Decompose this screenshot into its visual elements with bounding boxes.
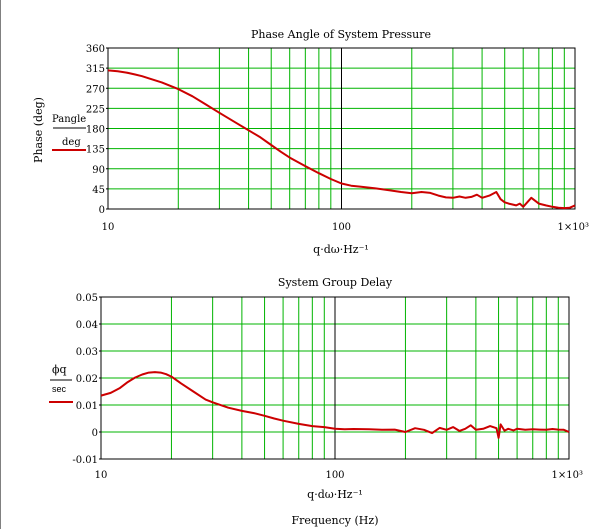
chart1-x-tick-label: 100 — [332, 222, 351, 233]
chart2-title: System Group Delay — [278, 276, 393, 289]
chart2-x-tick-label: 10 — [95, 470, 108, 481]
chart1-y-tick-label: 45 — [92, 185, 105, 196]
chart2-x-tick-label: 1×10³ — [552, 470, 583, 481]
chart2-y-tick-label: -0.01 — [72, 455, 98, 466]
chart1-xlabel: q·dω·Hz⁻¹ — [313, 243, 369, 256]
chart1-y-tick-label: 315 — [86, 64, 105, 75]
chart2-legend-denominator: sec — [52, 384, 67, 394]
chart1-x-tick-label: 10 — [102, 222, 115, 233]
chart2-y-tick-label: 0.02 — [76, 374, 98, 385]
chart2-xlabel: q·dω·Hz⁻¹ — [307, 488, 363, 501]
chart1-y-tick-label: 90 — [92, 165, 105, 176]
chart1-legend-numerator: Pangle — [52, 114, 86, 125]
chart1-y-tick-label: 135 — [86, 145, 105, 156]
frequency-label: Frequency (Hz) — [292, 514, 379, 527]
chart2-y-tick-label: 0.01 — [76, 401, 98, 412]
chart2-y-tick-label: 0 — [92, 428, 98, 439]
chart1-y-tick-label: 360 — [86, 44, 105, 55]
side-label: Phase (deg) — [32, 97, 45, 163]
chart1-title: Phase Angle of System Pressure — [251, 28, 431, 41]
chart1-y-tick-label: 0 — [99, 205, 105, 216]
chart1-series-line — [107, 69, 576, 210]
chart2-x-tick-label: 100 — [325, 470, 344, 481]
chart2-legend-numerator: ϕq — [52, 363, 67, 376]
chart1-x-tick-label: 1×10³ — [558, 222, 589, 233]
chart2-y-tick-label: 0.05 — [76, 293, 98, 304]
chart2-legend: ϕq sec — [49, 363, 73, 403]
chart1-y-tick-label: 180 — [86, 125, 105, 136]
chart2-y-tick-label: 0.03 — [76, 347, 98, 358]
chart2-y-tick-label: 0.04 — [76, 320, 98, 331]
chart2-series-line — [100, 371, 570, 439]
chart1-legend-denominator: deg — [62, 137, 81, 148]
chart1-y-tick-label: 270 — [86, 84, 105, 95]
chart1-y-tick-label: 225 — [86, 104, 105, 115]
chart1-legend: Pangle deg — [52, 114, 86, 151]
chart2-plot: -0.01 0 0.01 0.02 0.03 0.04 0.05 10 100 1×10³ — [72, 293, 583, 481]
chart1-plot: 0 45 90 135 180 225 270 315 360 10 100 1×10³ — [86, 44, 589, 233]
